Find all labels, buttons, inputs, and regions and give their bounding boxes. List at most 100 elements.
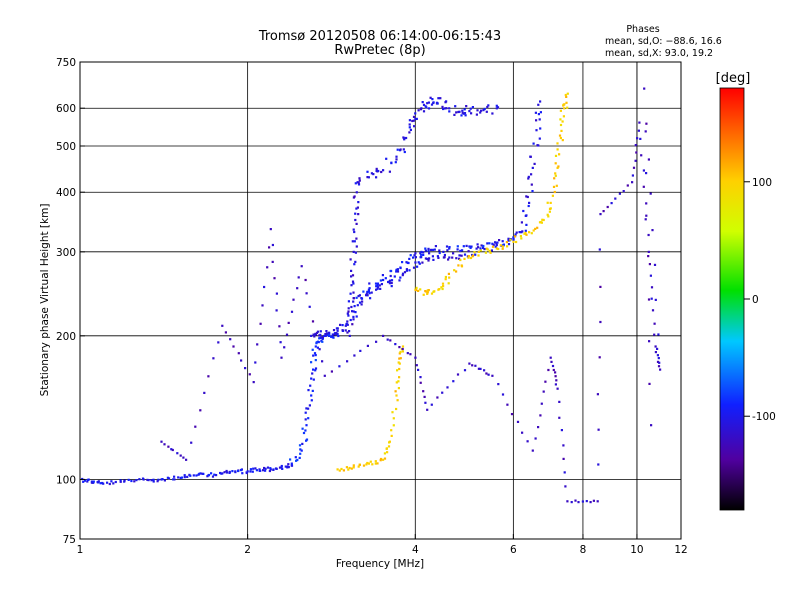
- data-point: [210, 472, 213, 475]
- data-point: [561, 120, 564, 123]
- data-point: [304, 418, 307, 421]
- data-point: [352, 310, 355, 313]
- data-point: [654, 345, 657, 348]
- data-point: [598, 356, 601, 359]
- data-point: [399, 148, 402, 151]
- data-point: [495, 244, 498, 247]
- data-point: [319, 333, 322, 336]
- data-point: [488, 249, 491, 252]
- data-point: [362, 464, 366, 467]
- data-point: [366, 290, 369, 293]
- data-point: [596, 393, 599, 396]
- data-point: [650, 424, 653, 427]
- data-point: [401, 345, 405, 348]
- data-point: [614, 197, 617, 200]
- data-point: [427, 249, 430, 252]
- data-point: [252, 381, 255, 384]
- colorbar-tick-label: 0: [752, 294, 759, 306]
- data-point: [357, 201, 360, 204]
- data-point: [266, 466, 270, 469]
- data-point: [229, 338, 232, 341]
- data-point: [526, 440, 529, 443]
- data-point: [376, 462, 379, 465]
- data-point: [354, 311, 357, 314]
- data-point: [419, 381, 422, 384]
- data-point: [419, 256, 422, 259]
- data-point: [290, 462, 293, 465]
- data-point: [558, 400, 561, 403]
- data-point: [352, 228, 355, 231]
- data-point: [539, 127, 542, 130]
- data-point: [618, 192, 621, 195]
- data-point: [305, 438, 309, 441]
- data-point: [163, 443, 166, 446]
- data-point: [199, 472, 202, 475]
- data-point: [352, 282, 355, 285]
- data-point: [228, 470, 231, 473]
- data-point: [557, 165, 560, 168]
- data-point: [653, 333, 656, 336]
- data-point: [642, 185, 645, 188]
- data-point: [347, 307, 350, 310]
- data-point: [506, 245, 509, 248]
- data-point: [254, 467, 257, 470]
- data-point: [427, 259, 430, 262]
- data-point: [639, 137, 642, 140]
- data-point: [656, 360, 660, 363]
- data-point: [390, 279, 394, 282]
- data-point: [519, 235, 522, 238]
- data-point: [422, 253, 425, 256]
- data-point: [479, 367, 482, 370]
- data-point: [271, 260, 274, 263]
- data-point: [307, 389, 310, 392]
- data-point: [644, 218, 647, 221]
- data-point: [456, 248, 459, 251]
- data-point: [436, 396, 439, 399]
- data-point: [606, 205, 609, 209]
- data-point: [448, 246, 451, 249]
- data-point: [352, 297, 355, 300]
- data-point: [245, 471, 248, 475]
- data-point: [455, 111, 458, 114]
- data-point: [499, 244, 502, 247]
- data-point: [352, 250, 355, 253]
- data-point: [354, 182, 357, 185]
- data-point: [530, 232, 533, 235]
- data-point: [368, 292, 371, 295]
- data-point: [430, 403, 433, 406]
- data-point: [477, 254, 480, 257]
- data-point: [304, 411, 307, 414]
- data-point: [516, 420, 520, 423]
- data-point: [360, 297, 364, 300]
- data-point: [321, 360, 324, 363]
- data-point: [172, 478, 175, 481]
- data-point: [554, 162, 557, 165]
- data-point: [302, 431, 306, 435]
- data-point: [119, 479, 122, 482]
- data-point: [319, 330, 322, 333]
- data-point: [367, 290, 370, 293]
- data-point: [501, 240, 504, 243]
- data-point: [484, 251, 487, 254]
- data-point: [422, 103, 426, 106]
- data-point: [92, 481, 95, 484]
- data-point: [402, 148, 405, 151]
- data-point: [147, 479, 150, 482]
- data-point: [395, 407, 398, 411]
- data-point: [654, 298, 657, 301]
- data-point: [565, 101, 568, 104]
- data-point: [367, 288, 370, 291]
- data-point: [413, 254, 416, 257]
- data-point: [412, 119, 415, 122]
- data-point: [163, 479, 166, 482]
- data-point: [448, 107, 451, 110]
- data-point: [398, 376, 401, 379]
- data-point: [372, 173, 375, 176]
- data-point: [353, 263, 356, 266]
- data-point: [453, 269, 456, 272]
- data-point: [378, 284, 381, 287]
- data-point: [474, 364, 477, 367]
- data-points: [81, 87, 662, 504]
- data-point: [412, 256, 415, 259]
- data-point: [455, 257, 458, 260]
